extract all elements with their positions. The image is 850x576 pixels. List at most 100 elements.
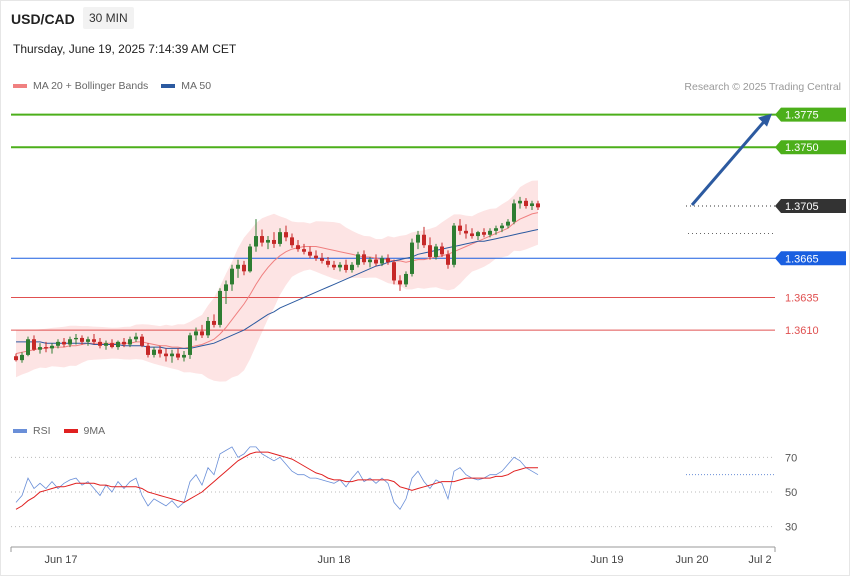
candle-body <box>188 335 192 355</box>
legend-ma20-label: MA 20 + Bollinger Bands <box>33 80 149 92</box>
candle-body <box>44 347 48 349</box>
candle-body <box>224 284 228 291</box>
candle-body <box>440 246 444 255</box>
candle-body <box>512 203 516 222</box>
candle-body <box>206 320 210 336</box>
x-tick-label: Jun 17 <box>44 554 77 566</box>
candle-body <box>56 341 60 346</box>
rsi-9ma-line <box>15 451 538 510</box>
candle-body <box>302 249 306 252</box>
candle-body <box>236 264 240 269</box>
candle-body <box>500 225 504 229</box>
candle-body <box>248 246 252 272</box>
candle-body <box>338 264 342 268</box>
candle-body <box>278 232 282 244</box>
candle-body <box>362 254 366 263</box>
candle-body <box>26 339 30 355</box>
candle-body <box>50 345 54 349</box>
candle-body <box>494 228 498 231</box>
candle-body <box>308 251 312 256</box>
candle-body <box>344 264 348 271</box>
level-label: 1.3775 <box>785 110 819 122</box>
rsi-line <box>15 446 539 510</box>
candle-body <box>506 221 510 226</box>
candle-body <box>422 234 426 246</box>
x-tick-label: Jul 2 <box>748 554 771 566</box>
legend-9ma-label: 9MA <box>83 425 106 437</box>
candle-body <box>476 232 480 237</box>
candle-body <box>92 339 96 342</box>
level-label: 1.3750 <box>785 142 819 154</box>
candle-body <box>164 353 168 357</box>
candle-body <box>446 254 450 265</box>
candle-body <box>374 259 378 264</box>
candle-body <box>398 280 402 285</box>
candle-body <box>488 230 492 235</box>
candle-body <box>428 245 432 257</box>
candle-body <box>536 203 540 208</box>
timeframe-button[interactable]: 30 MIN <box>83 7 134 29</box>
price-legend: MA 20 + Bollinger Bands MA 50 <box>13 80 211 92</box>
candle-body <box>98 341 102 346</box>
candle-body <box>368 259 372 263</box>
candle-body <box>320 258 324 261</box>
candle-body <box>104 343 108 346</box>
candle-body <box>386 258 390 263</box>
candle-body <box>182 354 186 358</box>
candle-body <box>260 236 264 243</box>
candle-body <box>20 354 24 361</box>
symbol-title: USD/CAD <box>11 11 75 27</box>
candle-body <box>254 236 258 247</box>
candle-body <box>380 258 384 264</box>
candle-body <box>32 339 36 350</box>
candle-body <box>68 339 72 345</box>
candle-body <box>86 339 90 342</box>
ma50-swatch <box>161 84 176 88</box>
x-tick-label: Jun 18 <box>317 554 350 566</box>
candle-body <box>200 331 204 336</box>
candle-body <box>134 336 138 340</box>
candle-body <box>152 349 156 355</box>
candle-body <box>158 349 162 354</box>
candle-body <box>452 225 456 265</box>
candle-body <box>404 273 408 285</box>
rsi-9ma-swatch <box>63 429 78 433</box>
candle-body <box>14 356 18 361</box>
candle-body <box>122 341 126 345</box>
candle-body <box>410 242 414 274</box>
ma50-line <box>16 229 539 349</box>
candle-body <box>434 246 438 257</box>
candle-body <box>38 347 42 350</box>
copyright: Research © 2025 Trading Central <box>684 81 841 93</box>
x-tick-label: Jun 19 <box>590 554 623 566</box>
candle-body <box>518 200 522 204</box>
level-label: 1.3665 <box>785 253 819 265</box>
bollinger-band <box>16 180 538 382</box>
level-tag <box>775 199 846 214</box>
level-tag <box>775 251 846 266</box>
rsi-tick-label: 70 <box>785 452 797 464</box>
ma20-line <box>15 212 539 355</box>
candle-body <box>74 337 78 340</box>
rsi-swatch <box>13 429 27 433</box>
level-label: 1.3705 <box>785 201 819 213</box>
candle-body <box>110 343 114 348</box>
candle-body <box>62 341 66 345</box>
candle-body <box>266 239 270 243</box>
candle-body <box>482 232 486 235</box>
rsi-legend: RSI 9MA <box>13 425 105 437</box>
candle-body <box>140 336 144 346</box>
candle-body <box>146 345 150 355</box>
candle-body <box>176 353 180 358</box>
candle-body <box>524 200 528 207</box>
candle-body <box>116 341 120 348</box>
candle-body <box>272 239 276 244</box>
candle-body <box>356 254 360 265</box>
level-label: 1.3610 <box>785 325 819 337</box>
projection-arrow <box>690 120 766 207</box>
level-tag <box>775 140 846 155</box>
level-tag <box>775 107 846 122</box>
candle-body <box>170 353 174 357</box>
legend-rsi-label: RSI <box>33 425 51 437</box>
